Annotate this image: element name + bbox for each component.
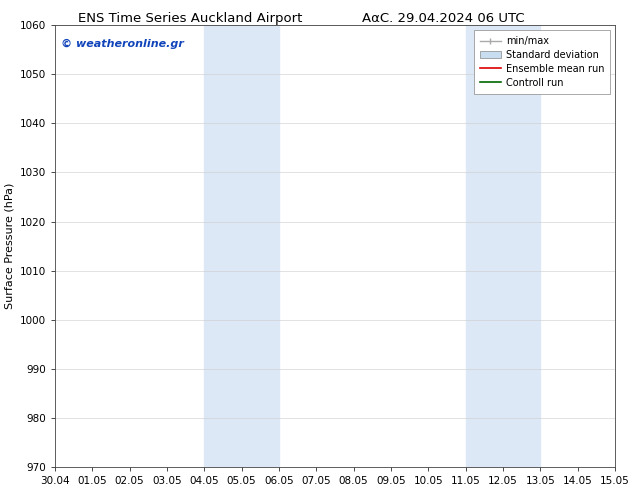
Bar [204,25,279,467]
Text: ENS Time Series Auckland Airport: ENS Time Series Auckland Airport [78,12,302,25]
Text: ΑαϹ. 29.04.2024 06 UTC: ΑαϹ. 29.04.2024 06 UTC [363,12,525,25]
Y-axis label: Surface Pressure (hPa): Surface Pressure (hPa) [4,183,14,309]
Text: © weatheronline.gr: © weatheronline.gr [61,39,183,49]
Bar [465,25,540,467]
Legend: min/max, Standard deviation, Ensemble mean run, Controll run: min/max, Standard deviation, Ensemble me… [474,30,610,94]
